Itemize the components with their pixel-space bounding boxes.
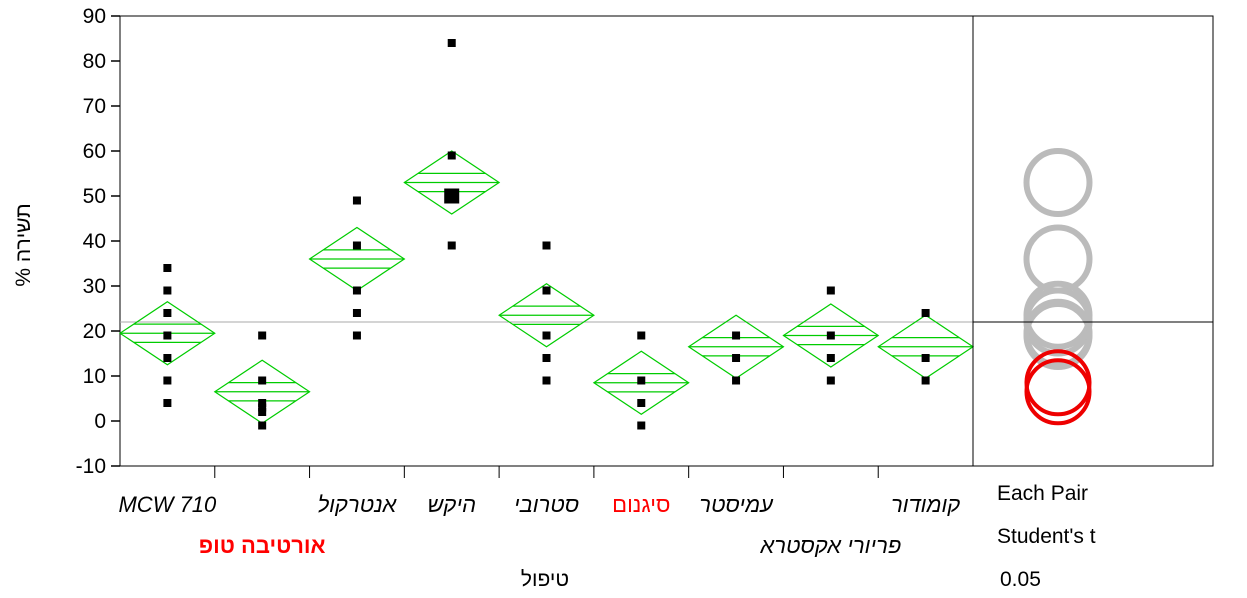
group-4 bbox=[498, 241, 595, 385]
category-label: MCW 710 bbox=[118, 492, 217, 517]
data-point bbox=[258, 421, 267, 430]
data-point bbox=[732, 354, 741, 362]
data-point bbox=[352, 241, 361, 250]
data-point bbox=[826, 354, 835, 362]
y-tick-label: 0 bbox=[94, 410, 106, 433]
data-point bbox=[163, 286, 172, 295]
data-point bbox=[352, 196, 361, 205]
comparison-circle bbox=[1023, 301, 1093, 370]
group-0 bbox=[118, 264, 216, 407]
y-tick-label: -10 bbox=[76, 455, 106, 478]
group-3 bbox=[403, 39, 501, 250]
data-point bbox=[921, 309, 930, 317]
data-point bbox=[542, 331, 551, 340]
y-tick-label: 50 bbox=[83, 185, 106, 208]
comparison-circle bbox=[1023, 148, 1093, 217]
data-point bbox=[921, 354, 930, 362]
plot-area bbox=[118, 15, 975, 467]
comparison-circles-panel bbox=[972, 15, 1214, 467]
data-point bbox=[163, 376, 172, 385]
y-tick-label: 40 bbox=[83, 230, 106, 253]
y-tick-label: 30 bbox=[83, 275, 106, 298]
data-point bbox=[447, 241, 456, 250]
group-6 bbox=[687, 314, 785, 385]
data-point bbox=[732, 376, 741, 385]
data-point bbox=[542, 376, 551, 385]
legend-line-1: Each Pair bbox=[997, 482, 1088, 505]
data-point bbox=[826, 376, 835, 385]
data-point bbox=[352, 331, 361, 340]
data-point bbox=[258, 403, 267, 412]
data-point bbox=[542, 286, 551, 295]
data-point bbox=[352, 309, 361, 317]
data-point bbox=[921, 376, 930, 385]
data-point bbox=[637, 399, 646, 407]
comparison-legend: Each Pair Student's t 0.05 bbox=[997, 482, 1096, 591]
category-label: עמיסטר bbox=[699, 492, 774, 517]
data-point bbox=[163, 309, 172, 317]
group-8 bbox=[877, 309, 975, 385]
data-point bbox=[542, 354, 551, 362]
data-point bbox=[732, 331, 741, 340]
y-tick-label: 20 bbox=[83, 320, 106, 343]
y-tick-label: 60 bbox=[83, 140, 106, 163]
category-label: קומודור bbox=[891, 492, 960, 517]
circle-panel-frame bbox=[972, 15, 1214, 467]
data-point bbox=[163, 354, 172, 362]
x-axis-label: טיפול bbox=[521, 568, 569, 591]
category-label: סטרובי bbox=[514, 492, 579, 517]
data-point bbox=[163, 264, 172, 272]
data-point bbox=[447, 39, 456, 47]
group-2 bbox=[308, 196, 406, 340]
data-point bbox=[163, 331, 172, 340]
plot-frame bbox=[119, 15, 974, 467]
y-tick-label: 80 bbox=[83, 50, 106, 73]
group-1 bbox=[213, 331, 311, 430]
category-labels: MCW 710 אורטיבה טופ אנטרקול היקש סטרובי סיגנו… bbox=[118, 466, 960, 558]
category-label: אורטיבה טופ bbox=[199, 533, 326, 558]
data-point bbox=[258, 331, 267, 340]
category-label: סיגנום bbox=[612, 492, 670, 517]
category-label: היקש bbox=[427, 492, 476, 517]
group-5 bbox=[592, 331, 690, 430]
data-point bbox=[352, 286, 361, 295]
data-point bbox=[258, 399, 267, 407]
legend-line-3: 0.05 bbox=[1000, 568, 1041, 591]
legend-line-2: Student's t bbox=[997, 525, 1096, 548]
y-ticks: -10 0 10 20 30 40 50 60 70 80 90 bbox=[76, 5, 120, 478]
data-point bbox=[826, 331, 835, 340]
y-tick-label: 10 bbox=[83, 365, 106, 388]
data-point bbox=[637, 331, 646, 340]
data-point bbox=[637, 376, 646, 385]
category-label: פריורי אקסטרא bbox=[759, 533, 901, 558]
y-axis-label: % תשירה bbox=[12, 203, 35, 286]
y-tick-label: 90 bbox=[83, 5, 106, 28]
data-point bbox=[444, 188, 460, 204]
y-tick-label: 70 bbox=[83, 95, 106, 118]
category-label: אנטרקול bbox=[318, 492, 398, 517]
comparison-circle bbox=[1024, 349, 1092, 417]
data-point bbox=[542, 241, 551, 250]
data-point bbox=[447, 151, 456, 160]
group-7 bbox=[782, 286, 880, 385]
data-point bbox=[637, 421, 646, 430]
data-point bbox=[826, 286, 835, 295]
data-point bbox=[258, 376, 267, 385]
data-point bbox=[258, 408, 267, 416]
data-point bbox=[163, 399, 172, 407]
